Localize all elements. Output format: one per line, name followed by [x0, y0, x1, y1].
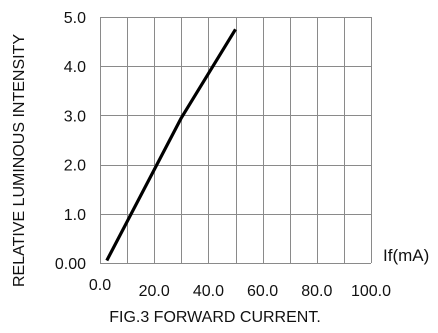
y-tick-label: 2.0: [64, 158, 86, 175]
series-line: [105, 28, 237, 262]
x-tick-label: 60.0: [247, 283, 278, 300]
y-axis-label: RELATIVE LUMINOUS INTENSITY: [11, 34, 28, 287]
y-tick-label: 1.0: [64, 207, 86, 224]
x-tick-label: 80.0: [301, 283, 332, 300]
x-tick-labels: 0.0 20.0 40.0 60.0 80.0 100.0: [89, 277, 391, 300]
y-tick-label: 4.0: [64, 59, 86, 76]
x-axis-label: If(mA): [383, 246, 429, 265]
y-tick-label: 3.0: [64, 108, 86, 125]
x-tick-label: 20.0: [139, 283, 170, 300]
x-tick-label: 40.0: [193, 283, 224, 300]
y-tick-labels: 0.00 1.0 2.0 3.0 4.0 5.0: [55, 10, 86, 273]
y-tick-label: 5.0: [64, 10, 86, 27]
series-layer: [105, 28, 237, 262]
x-tick-label: 100.0: [351, 283, 391, 300]
grid: [100, 17, 372, 264]
figure-caption: FIG.3 FORWARD CURRENT.: [109, 309, 321, 326]
y-tick-label: 0.00: [55, 256, 86, 273]
x-tick-label: 0.0: [89, 277, 111, 294]
